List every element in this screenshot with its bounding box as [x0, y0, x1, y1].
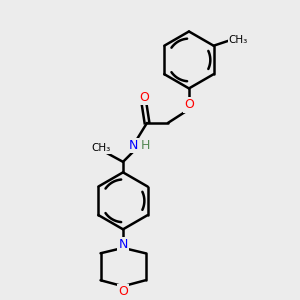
Text: O: O — [139, 91, 149, 104]
Text: N: N — [118, 238, 128, 251]
Text: N: N — [129, 139, 138, 152]
Text: H: H — [141, 139, 150, 152]
Text: O: O — [118, 285, 128, 298]
Text: CH₃: CH₃ — [229, 35, 248, 45]
Text: O: O — [184, 98, 194, 111]
Text: CH₃: CH₃ — [91, 143, 110, 153]
